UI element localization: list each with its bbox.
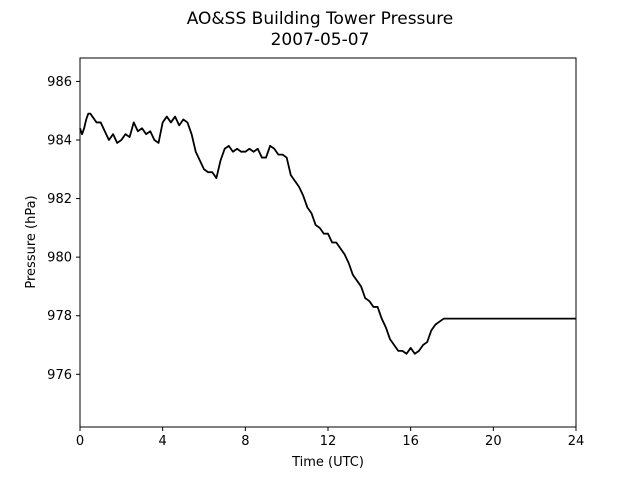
x-tick-label: 20: [485, 434, 502, 449]
y-axis-label: Pressure (hPa): [24, 195, 39, 288]
chart-subtitle: 2007-05-07: [271, 30, 370, 50]
x-tick-label: 4: [159, 434, 167, 449]
y-tick-label: 980: [47, 251, 72, 266]
x-tick-label: 8: [241, 434, 249, 449]
pressure-series-line: [79, 112, 576, 355]
x-tick-label: 24: [568, 434, 585, 449]
chart-title: AO&SS Building Tower Pressure: [187, 9, 454, 29]
y-tick-label: 976: [47, 368, 72, 383]
plot-area: [79, 112, 576, 355]
x-tick-label: 16: [402, 434, 419, 449]
x-axis-label: Time (UTC): [291, 455, 364, 470]
y-tick-label: 978: [47, 309, 72, 324]
x-axis: 0 4 8 12 16 20 24: [76, 427, 584, 449]
plot-frame: [79, 57, 577, 428]
y-tick-label: 984: [47, 134, 72, 149]
x-tick-label: 0: [76, 434, 84, 449]
y-tick-label: 982: [47, 192, 72, 207]
y-tick-label: 986: [47, 75, 72, 90]
x-tick-label: 12: [320, 434, 337, 449]
y-axis: 976 978 980 982 984 986: [47, 75, 80, 383]
